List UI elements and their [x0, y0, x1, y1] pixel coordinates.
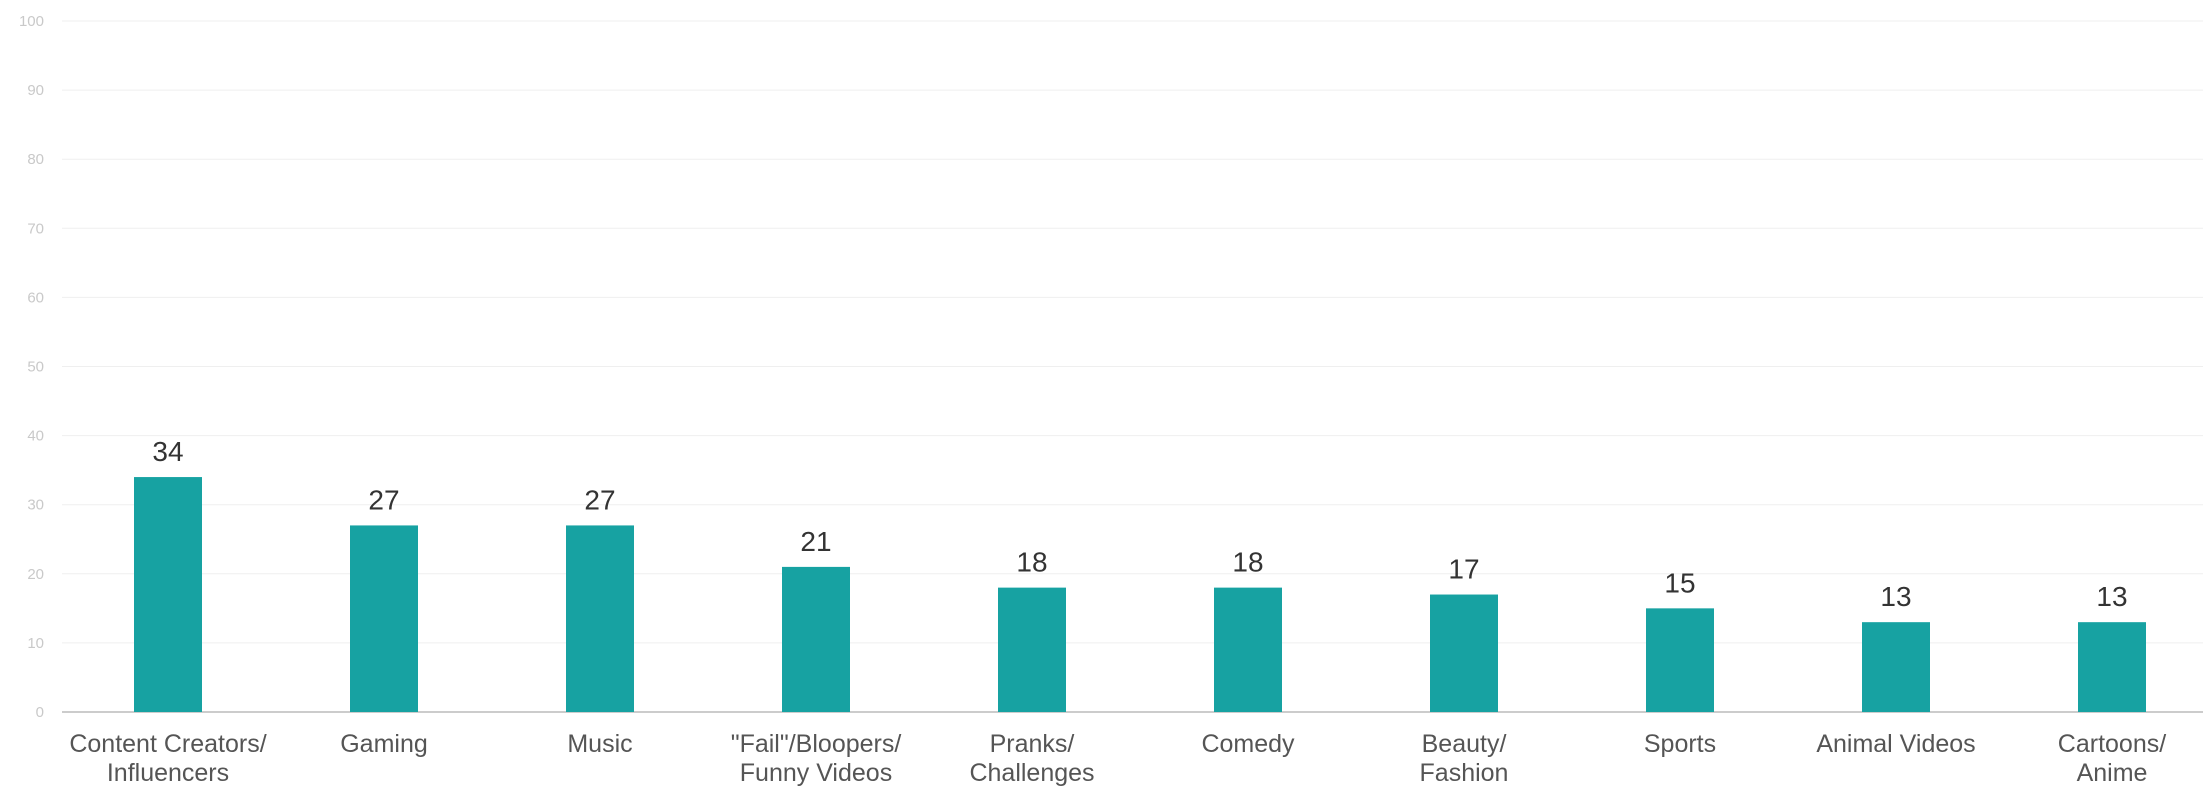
y-tick-label: 100 — [19, 13, 44, 30]
bar — [2078, 622, 2146, 712]
y-tick-label: 60 — [27, 289, 44, 306]
data-label: 21 — [800, 526, 831, 557]
bar — [350, 525, 418, 712]
y-tick-label: 40 — [27, 428, 44, 445]
bar — [998, 587, 1066, 712]
data-label: 27 — [368, 484, 399, 515]
y-tick-label: 80 — [27, 151, 44, 168]
x-tick-label: Music — [567, 730, 632, 758]
x-tick-label: Content Creators/ — [69, 730, 266, 758]
data-labels: 34 27 27 21 18 18 17 15 13 13 — [152, 436, 2127, 612]
bar — [1214, 587, 1282, 712]
bar — [1862, 622, 1930, 712]
data-label: 18 — [1232, 547, 1263, 578]
bar — [1430, 594, 1498, 712]
x-tick-label: Cartoons/ — [2058, 730, 2166, 758]
x-tick-label: Anime — [2077, 759, 2148, 787]
data-label: 13 — [2096, 581, 2127, 612]
data-label: 27 — [584, 484, 615, 515]
data-label: 18 — [1016, 547, 1047, 578]
x-tick-label: Beauty/ — [1422, 730, 1507, 758]
x-tick-label: Funny Videos — [740, 759, 892, 787]
y-tick-label: 0 — [36, 704, 44, 721]
y-tick-label: 90 — [27, 82, 44, 99]
bar — [782, 566, 850, 712]
data-label: 17 — [1448, 554, 1479, 585]
y-tick-label: 20 — [27, 566, 44, 583]
bar — [566, 525, 634, 712]
bar — [134, 477, 202, 712]
x-tick-label: Influencers — [107, 759, 229, 787]
data-label: 34 — [152, 436, 183, 467]
y-tick-label: 30 — [27, 497, 44, 514]
x-tick-label: Fashion — [1420, 759, 1509, 787]
x-tick-label: Challenges — [969, 759, 1094, 787]
x-tick-label: Sports — [1644, 730, 1716, 758]
data-label: 15 — [1664, 567, 1695, 598]
x-tick-label: Pranks/ — [990, 730, 1075, 758]
y-axis-ticks: 0 10 20 30 40 50 60 70 80 90 100 — [19, 13, 44, 721]
bars — [134, 477, 2146, 712]
data-label: 13 — [1880, 581, 1911, 612]
bar — [1646, 608, 1714, 712]
x-tick-label: Comedy — [1201, 730, 1295, 758]
x-tick-label: Animal Videos — [1816, 730, 1975, 758]
y-tick-label: 10 — [27, 635, 44, 652]
grid-layer — [62, 20, 2203, 713]
x-tick-label: Gaming — [340, 730, 428, 758]
x-axis-ticks: Content Creators/Influencers Gaming Music "… — [69, 730, 2166, 787]
x-tick-label: "Fail"/Bloopers/ — [731, 730, 902, 758]
y-tick-label: 50 — [27, 359, 44, 376]
y-tick-label: 70 — [27, 220, 44, 237]
